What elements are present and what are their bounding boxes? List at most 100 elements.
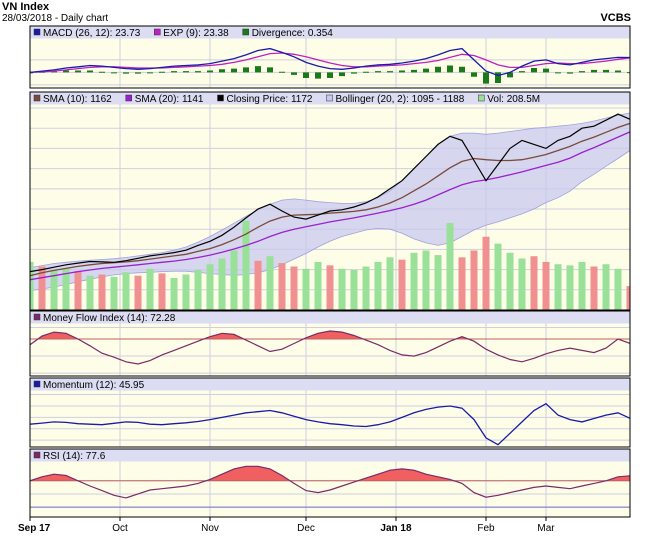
momentum-line [30, 402, 630, 446]
volume-bar [74, 271, 82, 310]
volume-bar [386, 257, 394, 310]
divergence-bar [435, 66, 441, 73]
divergence-bar [291, 72, 297, 75]
volume-bar [446, 223, 454, 310]
month-label: Oct [112, 523, 128, 534]
panel-macd: MACD (26, 12): 23.73 EXP (9): 23.38 Diverg… [29, 25, 631, 89]
legend-label: RSI (14): 77.6 [43, 451, 106, 462]
rsi-line [30, 465, 630, 499]
divergence-bar [231, 68, 237, 73]
volume-bar [542, 261, 550, 310]
volume-bar [290, 266, 298, 310]
divergence-bar [99, 71, 105, 73]
divergence-bar [219, 69, 225, 73]
divergence-bar [87, 70, 93, 73]
divergence-bar [207, 70, 213, 73]
volume-bar [326, 265, 334, 310]
divergence-bar [399, 70, 405, 73]
volume-bar [626, 286, 630, 310]
divergence-bar [279, 71, 285, 73]
legend-swatch [125, 94, 132, 102]
legend-swatch [478, 94, 485, 102]
legend-label: Money Flow Index (14): 72.28 [43, 313, 176, 324]
divergence-bar [303, 72, 309, 78]
month-label: Feb [477, 523, 495, 534]
volume-bar [410, 252, 418, 310]
divergence-bar [375, 71, 381, 73]
plot-area [30, 47, 630, 84]
volume-bar [266, 256, 274, 310]
volume-bar [374, 261, 382, 310]
panel-rsi: RSI (14): 77.6 [29, 448, 631, 518]
sma20-line [30, 131, 630, 281]
volume-bar [566, 265, 574, 310]
divergence-bar [327, 72, 333, 78]
legend-label: EXP (9): 23.38 [163, 28, 229, 39]
legend-swatch [33, 28, 41, 36]
legend-label: Bollinger (20, 2): 1095 - 1188 [335, 94, 464, 105]
volume-bar [254, 260, 262, 310]
divergence-bar [603, 69, 609, 73]
volume-bar [158, 273, 166, 310]
plot-area [30, 465, 630, 508]
legend-swatch [33, 451, 41, 459]
volume-bar [494, 243, 502, 310]
divergence-bar [483, 72, 489, 84]
divergence-bar [471, 72, 477, 77]
divergence-bar [195, 71, 201, 73]
chart-title: VN Index [2, 1, 50, 13]
volume-bar [590, 266, 598, 310]
divergence-bar [387, 71, 393, 73]
panel-price: SMA (10): 1162 SMA (20): 1141 Closing Pric… [29, 91, 631, 311]
divergence-bar [567, 72, 573, 74]
divergence-bar [555, 72, 561, 74]
legend-strip [30, 311, 630, 324]
panel-momentum: Momentum (12): 45.95 [29, 377, 631, 448]
month-label: Jan 18 [380, 523, 412, 534]
divergence-bar [183, 71, 189, 73]
chart-panels: MACD (26, 12): 23.73 EXP (9): 23.38 Diverg… [29, 25, 631, 518]
divergence-bar [147, 72, 153, 74]
volume-bar [62, 268, 70, 310]
volume-bar [362, 266, 370, 310]
divergence-bar [351, 72, 357, 74]
volume-bar [470, 250, 478, 310]
panel-frame [29, 91, 631, 311]
volume-bar [530, 256, 538, 310]
legend-swatch [33, 313, 41, 321]
divergence-bar [579, 71, 585, 73]
volume-bar [554, 264, 562, 310]
month-label: Sep 17 [18, 523, 51, 534]
divergence-bar [123, 72, 129, 74]
brand-label: VCBS [600, 12, 631, 24]
volume-bar [98, 274, 106, 310]
closing-price-line [30, 113, 630, 273]
divergence-bar [495, 72, 501, 83]
legend-swatch [33, 380, 41, 388]
panel-frame [29, 377, 631, 448]
volume-bar [38, 266, 46, 310]
volume-bar [338, 268, 346, 310]
legend-swatch [154, 28, 161, 36]
volume-bar [182, 274, 190, 310]
volume-bar [30, 261, 34, 310]
plot-area [30, 402, 630, 446]
volume-bar [302, 268, 310, 310]
divergence-bar [519, 71, 525, 73]
volume-bar [506, 252, 514, 310]
legend-label: MACD (26, 12): 23.73 [43, 28, 141, 39]
divergence-bar [507, 72, 513, 78]
sma10-line [30, 122, 630, 277]
volume-bar [170, 277, 178, 310]
month-label: Dec [297, 523, 315, 534]
mfi-line [30, 330, 630, 365]
divergence-bar [339, 72, 345, 77]
divergence-bar [543, 68, 549, 73]
divergence-bar [531, 68, 537, 73]
plot-area [30, 330, 630, 365]
divergence-bar [591, 69, 597, 73]
volume-bar [458, 257, 466, 310]
divergence-bar [171, 71, 177, 73]
volume-bar [278, 263, 286, 310]
volume-bar [578, 261, 586, 310]
